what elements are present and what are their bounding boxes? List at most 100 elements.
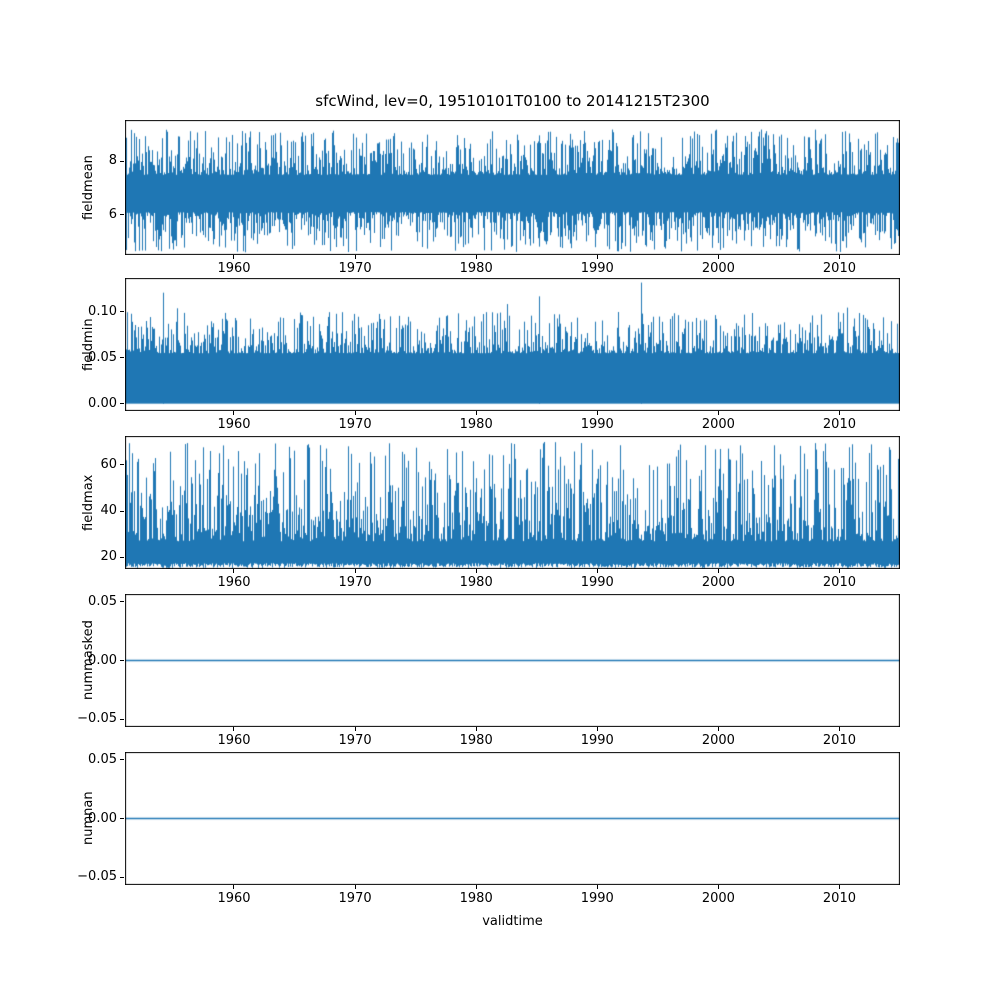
x-tick-mark (717, 885, 719, 889)
y-tick-mark (120, 160, 124, 162)
x-tick-label: 2010 (822, 891, 856, 906)
x-tick-label: 2010 (822, 417, 856, 432)
y-tick-mark (120, 556, 124, 558)
x-tick-label: 2000 (701, 733, 735, 748)
x-tick-mark (838, 727, 840, 731)
y-tick-label: 0.05 (88, 349, 117, 365)
fieldmin-plot-canvas (125, 278, 900, 411)
x-tick-label: 1960 (217, 733, 251, 748)
y-tick-label: 8 (108, 153, 117, 169)
y-tick-label: −0.05 (77, 711, 117, 727)
y-tick-mark (120, 311, 124, 313)
x-tick-label: 1970 (338, 891, 372, 906)
fieldmean-plot-canvas (125, 120, 900, 255)
y-tick-mark (120, 601, 124, 603)
x-tick-mark (475, 569, 477, 573)
x-tick-mark (475, 255, 477, 259)
x-tick-mark (717, 411, 719, 415)
fieldmin-y-axis-label: fieldmin (81, 318, 96, 371)
x-tick-mark (838, 885, 840, 889)
x-tick-mark (838, 569, 840, 573)
x-tick-mark (596, 727, 598, 731)
x-tick-mark (233, 885, 235, 889)
x-tick-label: 1980 (459, 891, 493, 906)
x-tick-mark (354, 569, 356, 573)
y-tick-label: 0.05 (88, 593, 117, 609)
y-tick-mark (120, 818, 124, 819)
y-tick-mark (120, 759, 124, 761)
x-tick-label: 1960 (217, 575, 251, 590)
chart-title: sfcWind, lev=0, 19510101T0100 to 2014121… (315, 92, 710, 110)
y-tick-label: 20 (100, 549, 117, 565)
x-tick-mark (354, 885, 356, 889)
y-tick-mark (120, 357, 124, 359)
x-tick-mark (475, 411, 477, 415)
x-tick-label: 1980 (459, 417, 493, 432)
x-tick-mark (475, 885, 477, 889)
x-tick-label: 1980 (459, 575, 493, 590)
subplot-fieldmin: fieldmin (81, 278, 900, 411)
y-tick-label: 0.00 (88, 652, 117, 668)
x-tick-mark (717, 727, 719, 731)
x-tick-mark (596, 885, 598, 889)
fieldmax-plot-canvas (125, 436, 900, 569)
x-tick-label: 2000 (701, 261, 735, 276)
x-tick-mark (596, 411, 598, 415)
x-tick-label: 1980 (459, 261, 493, 276)
x-tick-mark (596, 255, 598, 259)
x-tick-mark (838, 255, 840, 259)
x-tick-label: 2010 (822, 575, 856, 590)
x-tick-label: 1990 (580, 891, 614, 906)
x-tick-mark (233, 255, 235, 259)
x-tick-label: 2010 (822, 261, 856, 276)
x-tick-label: 1990 (580, 417, 614, 432)
x-tick-mark (596, 569, 598, 573)
x-tick-label: 1960 (217, 891, 251, 906)
x-tick-label: 1990 (580, 261, 614, 276)
x-tick-label: 1990 (580, 575, 614, 590)
x-tick-mark (354, 411, 356, 415)
y-tick-mark (120, 214, 124, 216)
subplot-fieldmax: fieldmax (81, 436, 900, 569)
x-tick-label: 2000 (701, 575, 735, 590)
x-tick-mark (233, 727, 235, 731)
x-tick-label: 1970 (338, 575, 372, 590)
y-tick-mark (120, 660, 124, 661)
x-tick-label: 2010 (822, 733, 856, 748)
y-tick-label: 0.10 (88, 303, 117, 319)
x-tick-label: 1960 (217, 261, 251, 276)
y-tick-mark (120, 718, 124, 720)
x-tick-mark (233, 569, 235, 573)
y-tick-label: 40 (100, 503, 117, 519)
x-tick-mark (475, 727, 477, 731)
y-tick-mark (120, 876, 124, 878)
x-tick-mark (354, 255, 356, 259)
y-tick-label: 6 (108, 206, 117, 222)
x-tick-mark (233, 411, 235, 415)
x-tick-label: 1970 (338, 733, 372, 748)
x-tick-label: 2000 (701, 417, 735, 432)
x-tick-mark (717, 569, 719, 573)
subplot-nummasked: nummasked (81, 594, 900, 727)
x-tick-label: 1970 (338, 417, 372, 432)
x-tick-label: 1970 (338, 261, 372, 276)
y-tick-label: 60 (100, 456, 117, 472)
x-tick-label: 1980 (459, 733, 493, 748)
x-tick-label: 2000 (701, 891, 735, 906)
x-axis-label: validtime (482, 914, 543, 929)
y-tick-mark (120, 510, 124, 512)
subplot-numnan: numnan (81, 752, 900, 885)
y-tick-label: −0.05 (77, 869, 117, 885)
y-tick-mark (120, 464, 124, 466)
numnan-plot-canvas (125, 752, 900, 885)
nummasked-plot-canvas (125, 594, 900, 727)
y-tick-label: 0.05 (88, 751, 117, 767)
x-tick-label: 1960 (217, 417, 251, 432)
x-tick-mark (717, 255, 719, 259)
x-tick-mark (838, 411, 840, 415)
y-tick-label: 0.00 (88, 395, 117, 411)
y-tick-mark (120, 403, 124, 405)
subplot-fieldmean: fieldmean (81, 120, 900, 255)
fieldmean-y-axis-label: fieldmean (81, 155, 96, 220)
